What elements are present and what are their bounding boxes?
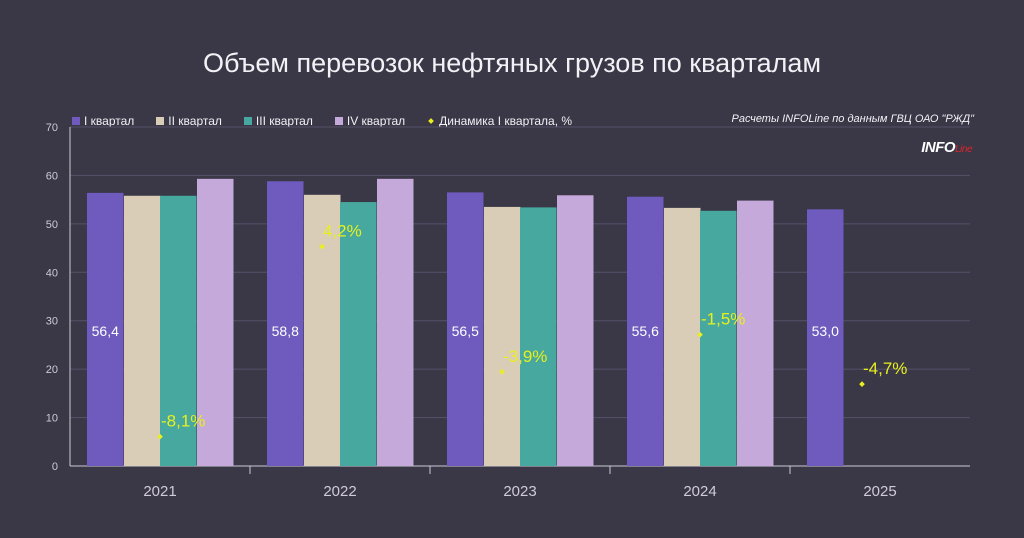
y-tick-label: 40 — [46, 267, 58, 279]
legend-label-q4: IV квартал — [346, 114, 406, 128]
legend-label-dynamics: Динамика I квартала, % — [439, 114, 573, 128]
dynamics-label: 4,2% — [323, 222, 362, 241]
y-tick-label: 20 — [46, 364, 58, 376]
bar-q3-2022 — [340, 202, 377, 467]
x-tick-label: 2024 — [683, 483, 716, 500]
y-tick-label: 30 — [46, 316, 58, 328]
chart-legend: I квартал II квартал III квартал IV квар… — [72, 114, 594, 128]
dynamics-marker — [697, 331, 703, 338]
dynamics-label: -4,7% — [863, 359, 907, 378]
data-label: 58,8 — [272, 323, 299, 339]
x-tick-label: 2023 — [503, 483, 536, 500]
dynamics-label: -8,1% — [161, 412, 205, 431]
legend-item-q3: III квартал — [243, 114, 313, 128]
x-tick-label: 2025 — [863, 483, 896, 500]
bar-q4-2021 — [197, 178, 234, 466]
bar-q2-2023 — [484, 206, 521, 466]
y-tick-label: 70 — [46, 122, 58, 134]
bar-q3-2024 — [700, 210, 737, 466]
legend-label-q2: II квартал — [168, 114, 222, 128]
bar-q4-2024 — [737, 200, 774, 466]
dynamics-marker — [499, 368, 505, 375]
dynamics-marker — [859, 381, 865, 387]
x-tick-label: 2022 — [323, 483, 356, 500]
legend-label-q3: III квартал — [255, 114, 313, 128]
infoline-logo: INFOLine — [921, 139, 972, 156]
source-note: Расчеты INFOLine по данным ГВЦ ОАО "РЖД" — [731, 113, 974, 125]
bar-q4-2023 — [557, 195, 594, 466]
bar-q2-2022 — [304, 194, 341, 467]
bar-q3-2023 — [520, 207, 557, 467]
legend-swatch-q4 — [334, 117, 343, 125]
bar-q1-2025 — [807, 209, 844, 467]
dynamics-label: -3,9% — [503, 347, 547, 366]
legend-item-q2: II квартал — [156, 114, 222, 128]
dynamics-marker — [319, 243, 325, 250]
legend-item-q4: IV квартал — [334, 114, 406, 128]
y-tick-label: 10 — [46, 413, 58, 425]
logo-main: INFO — [921, 139, 956, 156]
data-label: 55,6 — [632, 323, 659, 339]
y-tick-label: 60 — [46, 170, 58, 182]
legend-label-q1: I квартал — [84, 114, 135, 128]
bar-q1-2022 — [267, 181, 304, 467]
legend-swatch-q3 — [243, 117, 252, 125]
dynamics-marker — [157, 433, 163, 440]
legend-item-q1: I квартал — [72, 114, 134, 128]
bar-q3-2021 — [160, 195, 197, 467]
bar-q1-2023 — [447, 192, 484, 466]
bar-q2-2024 — [664, 207, 701, 466]
bar-q1-2021 — [87, 192, 124, 466]
data-label: 56,5 — [452, 323, 479, 339]
y-tick-label: 50 — [46, 219, 58, 231]
bar-q4-2022 — [377, 178, 414, 466]
bar-q2-2021 — [124, 195, 161, 467]
data-label: 53,0 — [812, 323, 839, 339]
y-tick-label: 0 — [52, 461, 58, 473]
x-tick-label: 2021 — [143, 483, 176, 500]
bar-q1-2024 — [627, 196, 664, 467]
data-label: 56,4 — [92, 323, 119, 339]
legend-swatch-q2 — [156, 117, 165, 125]
logo-sub: Line — [955, 144, 972, 155]
legend-swatch-q1 — [72, 117, 80, 125]
legend-item-dynamics: Динамика I квартала, % — [427, 114, 572, 128]
dynamics-label: -1,5% — [701, 310, 745, 329]
chart-title: Объем перевозок нефтяных грузов по кварт… — [202, 48, 822, 78]
